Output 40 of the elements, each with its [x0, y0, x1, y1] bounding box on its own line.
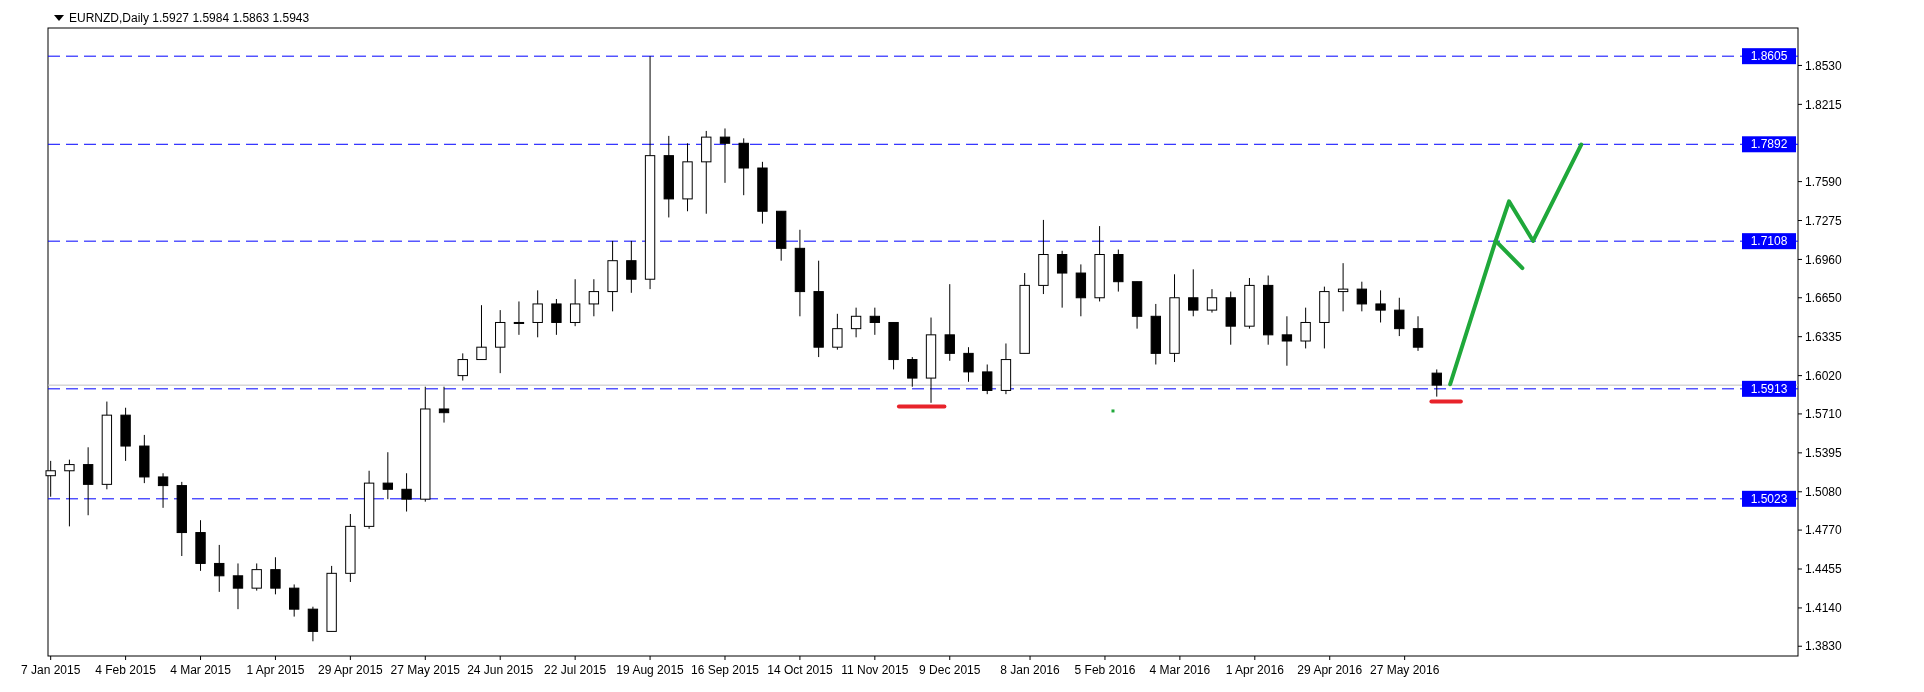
- chart-title: EURNZD,Daily 1.5927 1.5984 1.5863 1.5943: [69, 11, 310, 25]
- x-tick-label: 4 Mar 2016: [1149, 663, 1211, 677]
- y-tick-label: 1.5395: [1805, 446, 1843, 461]
- x-tick-label: 27 May 2015: [390, 663, 461, 677]
- ref-line-label: 1.7892: [1750, 137, 1788, 152]
- y-tick-label: 1.5710: [1805, 407, 1843, 422]
- x-tick-label: 1 Apr 2015: [246, 663, 305, 677]
- x-tick-label: 16 Sep 2015: [690, 663, 760, 677]
- ref-line-label: 1.5023: [1750, 492, 1788, 507]
- y-tick-label: 1.4770: [1805, 523, 1843, 538]
- y-tick-label: 1.7590: [1805, 174, 1843, 189]
- x-tick-label: 1 Apr 2016: [1225, 663, 1285, 677]
- ref-line-label: 1.5913: [1750, 382, 1788, 397]
- x-tick-label: 19 Aug 2015: [616, 663, 685, 677]
- y-tick-label: 1.6335: [1805, 329, 1843, 344]
- y-tick-label: 1.6650: [1805, 290, 1843, 305]
- y-tick-label: 1.6960: [1805, 252, 1843, 267]
- x-tick-label: 29 Apr 2016: [1297, 663, 1363, 677]
- x-tick-label: 27 May 2016: [1369, 663, 1440, 677]
- y-tick-label: 1.5080: [1805, 484, 1843, 499]
- x-tick-label: 11 Nov 2015: [841, 663, 909, 677]
- x-tick-label: 22 Jul 2015: [544, 663, 607, 677]
- ref-line-label: 1.8605: [1750, 49, 1788, 64]
- y-tick-label: 1.4140: [1805, 601, 1843, 616]
- y-tick-label: 1.8215: [1805, 97, 1843, 112]
- y-tick-label: 1.6020: [1805, 368, 1843, 383]
- y-tick-label: 1.3830: [1805, 639, 1843, 654]
- x-tick-label: 4 Mar 2015: [170, 663, 232, 677]
- x-tick-label: 8 Jan 2016: [1000, 663, 1061, 677]
- x-tick-label: 14 Oct 2015: [767, 663, 833, 677]
- x-tick-label: 5 Feb 2016: [1074, 663, 1136, 677]
- y-tick-label: 1.8530: [1805, 58, 1843, 73]
- y-tick-label: 1.4455: [1805, 562, 1843, 577]
- y-tick-label: 1.7275: [1805, 213, 1843, 228]
- ref-line-label: 1.7108: [1750, 234, 1788, 249]
- x-tick-label: 4 Feb 2015: [95, 663, 157, 677]
- x-tick-label: 9 Dec 2015: [919, 663, 981, 677]
- x-tick-label: 29 Apr 2015: [318, 663, 384, 677]
- x-tick-label: 7 Jan 2015: [20, 663, 81, 677]
- x-tick-label: 24 Jun 2015: [467, 663, 534, 677]
